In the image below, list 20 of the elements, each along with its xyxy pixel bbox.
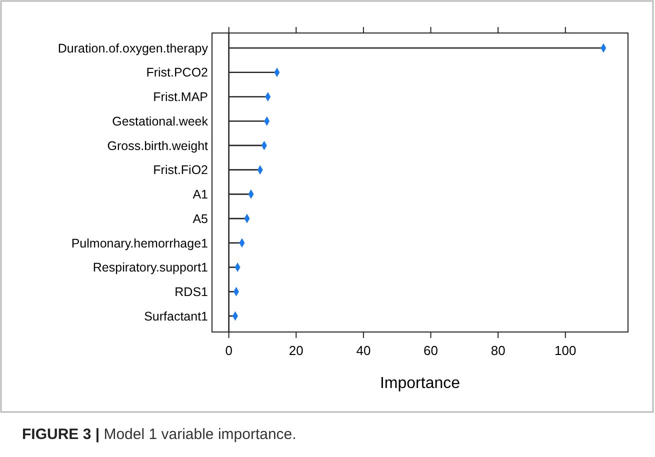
y-tick-label: Gross.birth.weight xyxy=(107,138,209,153)
y-tick-label: RDS1 xyxy=(174,285,208,300)
x-axis-title: Importance xyxy=(380,375,460,392)
x-tick-label: 40 xyxy=(356,343,371,358)
caption: FIGURE 3 | Model 1 variable importance. xyxy=(22,426,296,443)
x-tick-label: 0 xyxy=(225,343,232,358)
y-tick-label: A5 xyxy=(192,212,208,226)
y-tick-label: Frist.FiO2 xyxy=(153,163,208,178)
y-tick-label: Respiratory.support1 xyxy=(92,260,208,275)
x-tick-label: 60 xyxy=(424,343,438,358)
y-tick-label: Frist.MAP xyxy=(153,90,208,104)
y-tick-label: A1 xyxy=(192,188,208,202)
x-tick-label: 80 xyxy=(490,343,506,358)
y-tick-label: Gestational.week xyxy=(112,114,209,128)
x-tick-label: 20 xyxy=(288,343,304,358)
y-tick-label: Frist.PCO2 xyxy=(146,66,208,80)
x-tick-label: 100 xyxy=(554,343,576,358)
y-tick-label: Duration.of.oxygen.therapy xyxy=(58,41,209,56)
y-tick-label: Pulmonary.hemorrhage1 xyxy=(71,236,208,250)
y-tick-label: Surfactant1 xyxy=(144,309,208,324)
